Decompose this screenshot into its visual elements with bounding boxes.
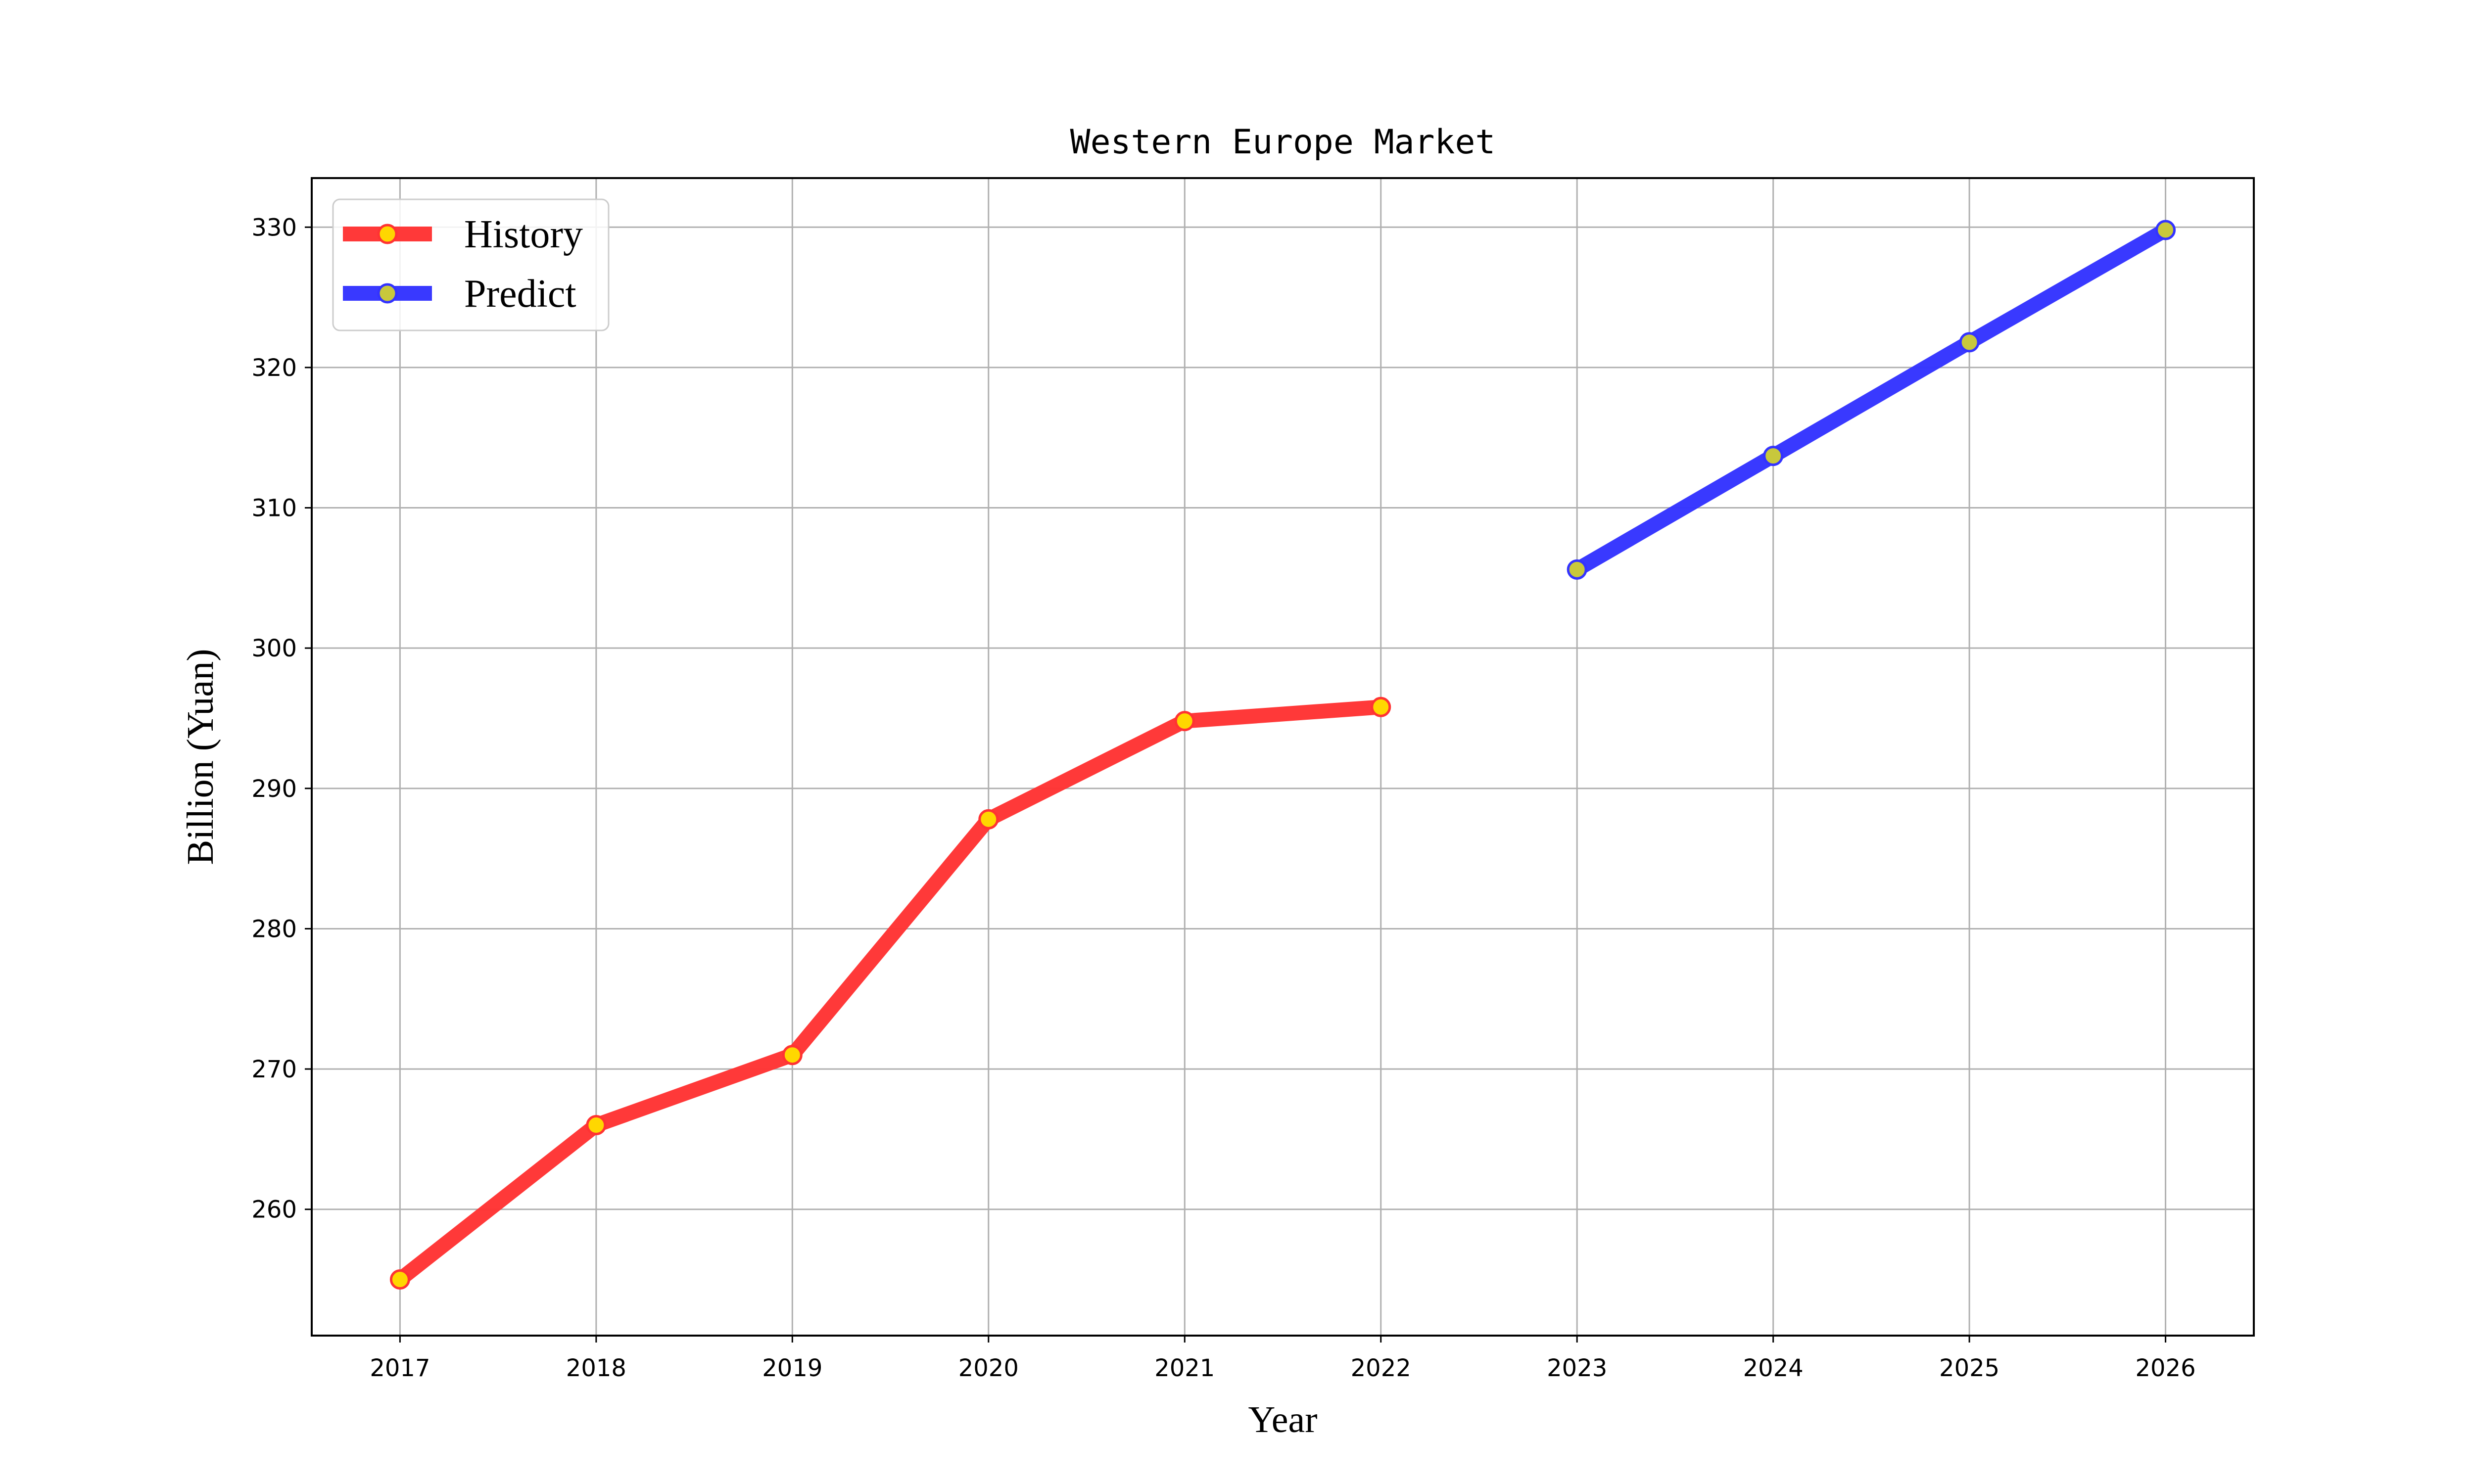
data-point [389,1269,410,1290]
y-tick-label: 310 [251,495,297,522]
x-tick-label: 2020 [958,1354,1019,1382]
x-tick-label: 2025 [1939,1354,1999,1382]
data-point [1763,446,1784,466]
data-point [1371,696,1391,717]
y-tick-label: 320 [251,354,297,382]
data-point [586,1115,607,1136]
data-point [2155,220,2176,240]
legend-label: History [464,213,583,256]
series-line-1 [1573,223,2170,576]
x-tick-label: 2022 [1351,1354,1411,1382]
y-tick-label: 330 [251,214,297,241]
y-tick-label: 260 [251,1196,297,1224]
y-tick-label: 270 [251,1056,297,1083]
x-tick-label: 2026 [2136,1354,2196,1382]
y-tick-label: 300 [251,635,297,662]
y-tick-label: 290 [251,775,297,803]
legend-swatch-marker [377,283,398,304]
grid-lines [312,178,2254,1336]
data-point [782,1045,803,1066]
data-point [1567,559,1587,580]
x-tick-label: 2019 [762,1354,822,1382]
x-tick-label: 2017 [370,1354,430,1382]
y-tick-label: 280 [251,915,297,943]
data-point [978,809,999,830]
data-point [1959,332,1980,353]
plot-frame [311,177,2255,1337]
x-axis-label: Year [1248,1399,1317,1440]
series-line-0 [395,699,1381,1286]
x-tick-label: 2023 [1547,1354,1607,1382]
x-tick-label: 2021 [1154,1354,1215,1382]
chart-title: Western Europe Market [1070,123,1496,162]
x-tick-label: 2024 [1743,1354,1804,1382]
series-layer [389,220,2176,1290]
legend-label: Predict [464,272,576,316]
data-point [1174,711,1195,732]
legend-swatch-marker [377,224,398,244]
legend: History Predict [332,198,610,331]
x-tick-label: 2018 [566,1354,626,1382]
y-axis-label: Billion (Yuan) [180,649,221,865]
axis-ticks: 2017 2018 2019 2020 2021 2022 2023 2024 2025 2026… [251,214,2195,1382]
